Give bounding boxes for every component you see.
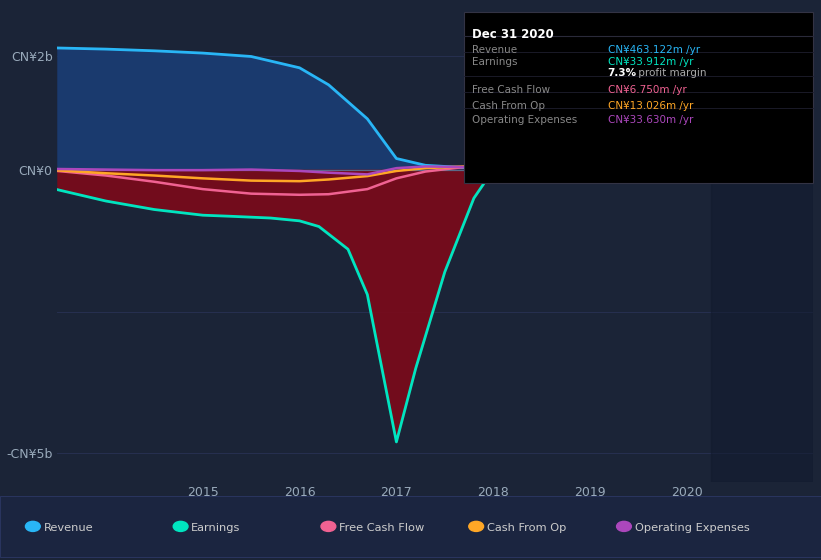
Text: Dec 31 2020: Dec 31 2020 — [472, 28, 554, 41]
Text: Earnings: Earnings — [191, 523, 241, 533]
Bar — [711, 17, 813, 482]
Text: profit margin: profit margin — [635, 68, 706, 78]
Text: Operating Expenses: Operating Expenses — [635, 523, 750, 533]
Text: Revenue: Revenue — [472, 45, 517, 55]
Text: CN¥33.912m /yr: CN¥33.912m /yr — [608, 57, 693, 67]
Text: Revenue: Revenue — [44, 523, 93, 533]
Text: Free Cash Flow: Free Cash Flow — [472, 85, 550, 95]
Text: Free Cash Flow: Free Cash Flow — [339, 523, 424, 533]
Text: Operating Expenses: Operating Expenses — [472, 115, 577, 125]
Text: Cash From Op: Cash From Op — [472, 101, 545, 111]
Text: CN¥33.630m /yr: CN¥33.630m /yr — [608, 115, 693, 125]
Text: Earnings: Earnings — [472, 57, 517, 67]
Text: CN¥13.026m /yr: CN¥13.026m /yr — [608, 101, 693, 111]
Text: CN¥6.750m /yr: CN¥6.750m /yr — [608, 85, 686, 95]
Text: CN¥463.122m /yr: CN¥463.122m /yr — [608, 45, 699, 55]
Text: 7.3%: 7.3% — [608, 68, 636, 78]
Text: Cash From Op: Cash From Op — [487, 523, 566, 533]
